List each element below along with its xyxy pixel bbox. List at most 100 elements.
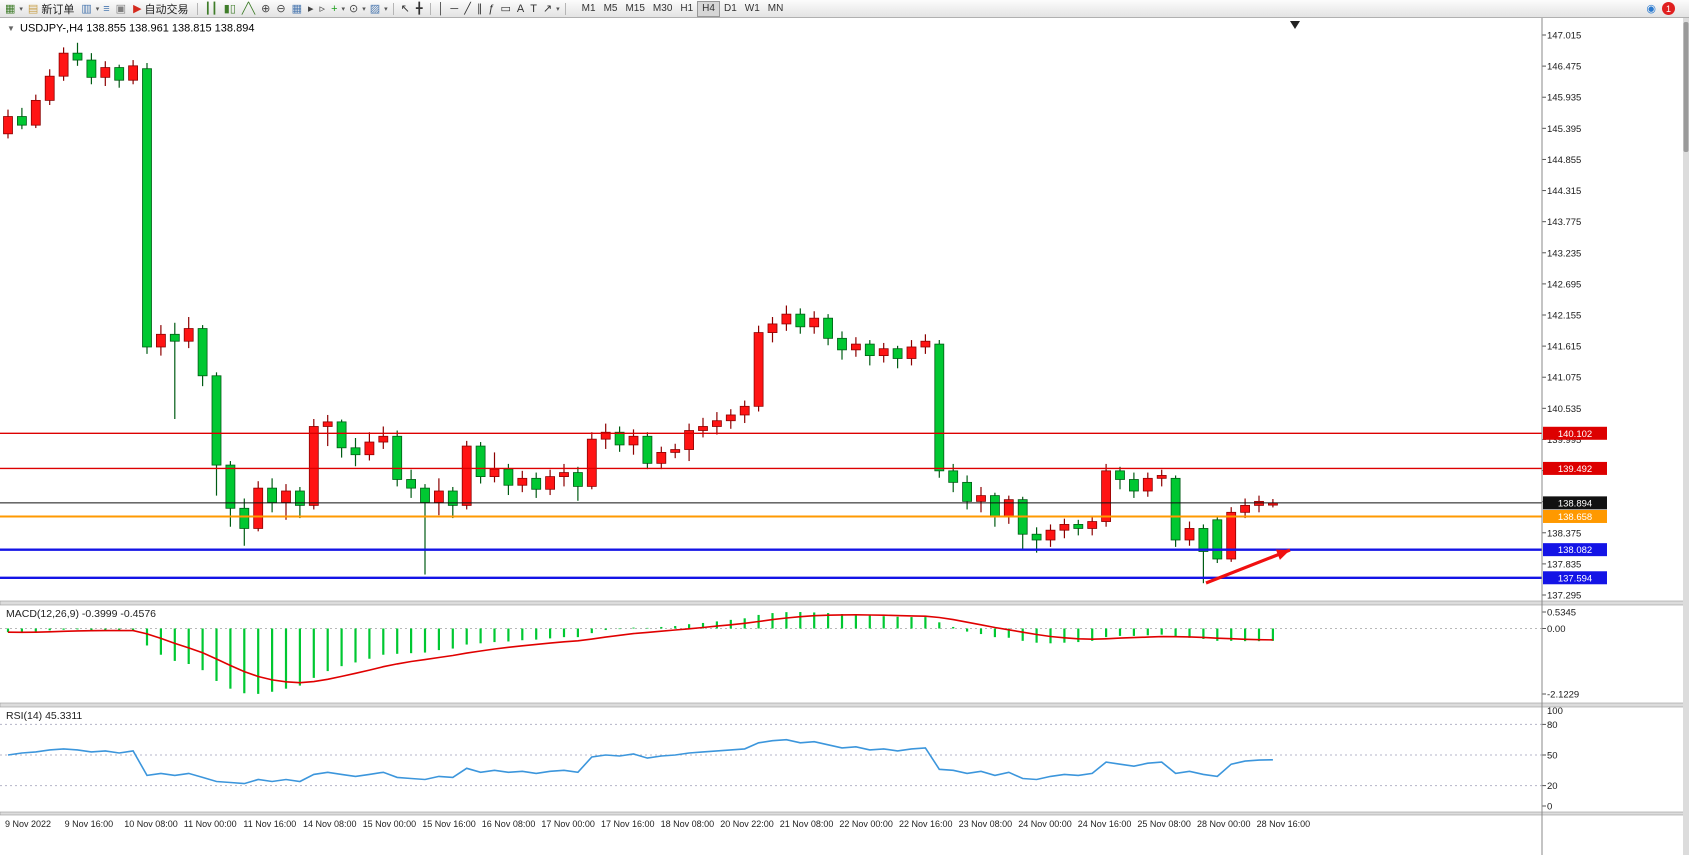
timeframe-w1[interactable]: W1: [744, 2, 760, 14]
dropdown-caret-icon[interactable]: ▾: [556, 5, 560, 13]
pane-separator[interactable]: [0, 811, 1689, 816]
timeframe-h1[interactable]: H1: [680, 2, 694, 14]
new-order-button-label: 新订单: [41, 3, 75, 16]
vertical-line-icon[interactable]: │: [437, 2, 445, 15]
text-icon[interactable]: A: [516, 2, 525, 15]
chart-shift-icon[interactable]: ▹: [319, 2, 326, 15]
timeframe-m15[interactable]: M15: [625, 2, 645, 14]
svg-text:10 Nov 08:00: 10 Nov 08:00: [124, 819, 178, 829]
notifications-badge[interactable]: 1: [1662, 2, 1675, 15]
svg-text:100: 100: [1547, 706, 1563, 717]
arrows-icon[interactable]: ↗: [542, 2, 553, 15]
timeframe-mn[interactable]: MN: [767, 2, 784, 14]
chart-background: [0, 18, 1689, 855]
svg-text:145.395: 145.395: [1547, 124, 1581, 135]
svg-text:140.102: 140.102: [1558, 429, 1592, 440]
svg-text:16 Nov 08:00: 16 Nov 08:00: [482, 819, 536, 829]
svg-text:17 Nov 16:00: 17 Nov 16:00: [601, 819, 655, 829]
dropdown-caret-icon[interactable]: ▾: [362, 5, 366, 13]
svg-text:11 Nov 16:00: 11 Nov 16:00: [243, 819, 296, 829]
pane-separator[interactable]: [0, 600, 1689, 606]
new-order-button[interactable]: ▤ 新订单: [24, 1, 78, 17]
timeframe-d1[interactable]: D1: [723, 2, 737, 14]
tile-windows-icon[interactable]: ▦: [291, 2, 302, 15]
horizontal-line-icon[interactable]: ─: [450, 2, 459, 15]
mql5-community-icon[interactable]: ◉: [1646, 2, 1656, 15]
candlestick-series[interactable]: [3, 42, 1278, 584]
svg-text:141.615: 141.615: [1547, 342, 1581, 353]
svg-text:145.935: 145.935: [1547, 93, 1581, 104]
line-chart-icon[interactable]: ╱╲: [241, 2, 256, 15]
indicators-icon[interactable]: +: [331, 2, 338, 15]
svg-text:144.855: 144.855: [1547, 155, 1581, 166]
svg-text:138.894: 138.894: [1558, 498, 1592, 509]
toolbar-separator: [392, 2, 394, 15]
dropdown-caret-icon[interactable]: ▾: [95, 5, 100, 13]
rsi-scale: 100 80 50 20 0: [1542, 703, 1563, 813]
toolbar-buttons: ▦ ▾ ▤ 新订单 ▥ ▾ ≡ ▣ ▶ 自动交易 ┃┃ ▮▯ ╱╲ ⊕ ⊖ ▦ ▸ ▹ + ▾ ⊙ ▾ ▨ ▾ ↖ ╋ │ ─ ╱ ∥ ƒ ▭…: [2, 1, 570, 17]
scrollbar-thumb[interactable]: [1683, 22, 1689, 152]
one-click-trading-toggle-icon[interactable]: ▼: [7, 24, 15, 33]
chart-shift-marker[interactable]: [1290, 21, 1300, 29]
svg-text:22 Nov 00:00: 22 Nov 00:00: [839, 819, 893, 829]
macd-label: MACD(12,26,9) -0.3999 -0.4576: [6, 608, 156, 620]
dropdown-caret-icon[interactable]: ▾: [19, 5, 23, 13]
svg-text:28 Nov 00:00: 28 Nov 00:00: [1197, 819, 1251, 829]
timeframe-h4[interactable]: H4: [697, 0, 720, 17]
pane-separator[interactable]: [0, 702, 1689, 708]
periods-icon[interactable]: ⊙: [349, 2, 359, 15]
auto-scroll-icon[interactable]: ▸: [308, 2, 314, 15]
macd-histogram: [6, 612, 1275, 694]
trend-arrow-annotation[interactable]: [1205, 548, 1291, 585]
svg-text:9 Nov 16:00: 9 Nov 16:00: [65, 819, 114, 829]
svg-text:138.658: 138.658: [1558, 512, 1592, 523]
trendline-icon[interactable]: ╱: [464, 2, 471, 15]
timeframe-m30[interactable]: M30: [652, 2, 673, 14]
horizontal-lines[interactable]: [0, 432, 1542, 579]
toolbar-separator: [564, 2, 566, 15]
fibonacci-icon[interactable]: ƒ: [488, 2, 495, 15]
time-axis-labels[interactable]: 9 Nov 2022 9 Nov 16:00 10 Nov 08:00 11 Nov …: [5, 819, 1310, 829]
crosshair-icon[interactable]: ╋: [415, 2, 423, 15]
dropdown-caret-icon[interactable]: ▾: [384, 5, 388, 13]
price-marker-boxes: 140.102 139.492 138.894 138.658 138.082 137.5…: [1543, 426, 1607, 585]
rsi-label: RSI(14) 45.3311: [6, 710, 82, 722]
chart-profiles-icon[interactable]: ▥: [81, 2, 92, 15]
cursor-icon[interactable]: ↖: [400, 2, 410, 15]
vertical-scrollbar[interactable]: [1683, 18, 1689, 855]
new-chart-icon[interactable]: ▦: [5, 2, 16, 15]
dropdown-caret-icon[interactable]: ▾: [341, 5, 346, 13]
svg-text:137.835: 137.835: [1547, 559, 1581, 570]
svg-text:138.082: 138.082: [1558, 545, 1592, 556]
market-watch-icon[interactable]: ≡: [103, 2, 110, 15]
svg-text:24 Nov 16:00: 24 Nov 16:00: [1078, 819, 1132, 829]
channel-icon[interactable]: ∥: [476, 2, 483, 15]
bars-chart-icon[interactable]: ┃┃: [204, 2, 218, 15]
data-window-icon[interactable]: ▣: [115, 2, 127, 15]
svg-text:0: 0: [1547, 802, 1552, 813]
svg-text:24 Nov 00:00: 24 Nov 00:00: [1018, 819, 1072, 829]
svg-text:20: 20: [1547, 781, 1558, 792]
zoom-out-icon[interactable]: ⊖: [276, 2, 286, 15]
svg-text:138.375: 138.375: [1547, 528, 1581, 539]
macd-scale: 0.5345 0.00 -2.1229: [1542, 608, 1579, 701]
symbol-ohlc-readout: USDJPY-,H4 138.855 138.961 138.815 138.8…: [20, 23, 254, 35]
shapes-icon[interactable]: ▭: [500, 2, 511, 15]
templates-icon[interactable]: ▨: [369, 2, 381, 15]
rsi-line: [7, 738, 1273, 785]
timeframe-m1[interactable]: M1: [581, 2, 596, 14]
timeframe-m5[interactable]: M5: [603, 2, 618, 14]
svg-text:139.492: 139.492: [1558, 464, 1592, 475]
timeframe-toolbar: M1 M5 M15 M30 H1 H4 D1 W1 MN: [578, 0, 788, 17]
svg-text:17 Nov 00:00: 17 Nov 00:00: [541, 819, 595, 829]
zoom-in-icon[interactable]: ⊕: [261, 2, 271, 15]
text-label-icon[interactable]: T: [530, 2, 537, 15]
svg-text:80: 80: [1547, 720, 1558, 731]
svg-text:140.535: 140.535: [1547, 404, 1581, 415]
candles-chart-icon[interactable]: ▮▯: [223, 2, 236, 15]
autotrade-button[interactable]: ▶ 自动交易: [129, 1, 192, 17]
svg-text:18 Nov 08:00: 18 Nov 08:00: [661, 819, 715, 829]
svg-text:50: 50: [1547, 751, 1558, 762]
svg-text:146.475: 146.475: [1547, 62, 1581, 73]
